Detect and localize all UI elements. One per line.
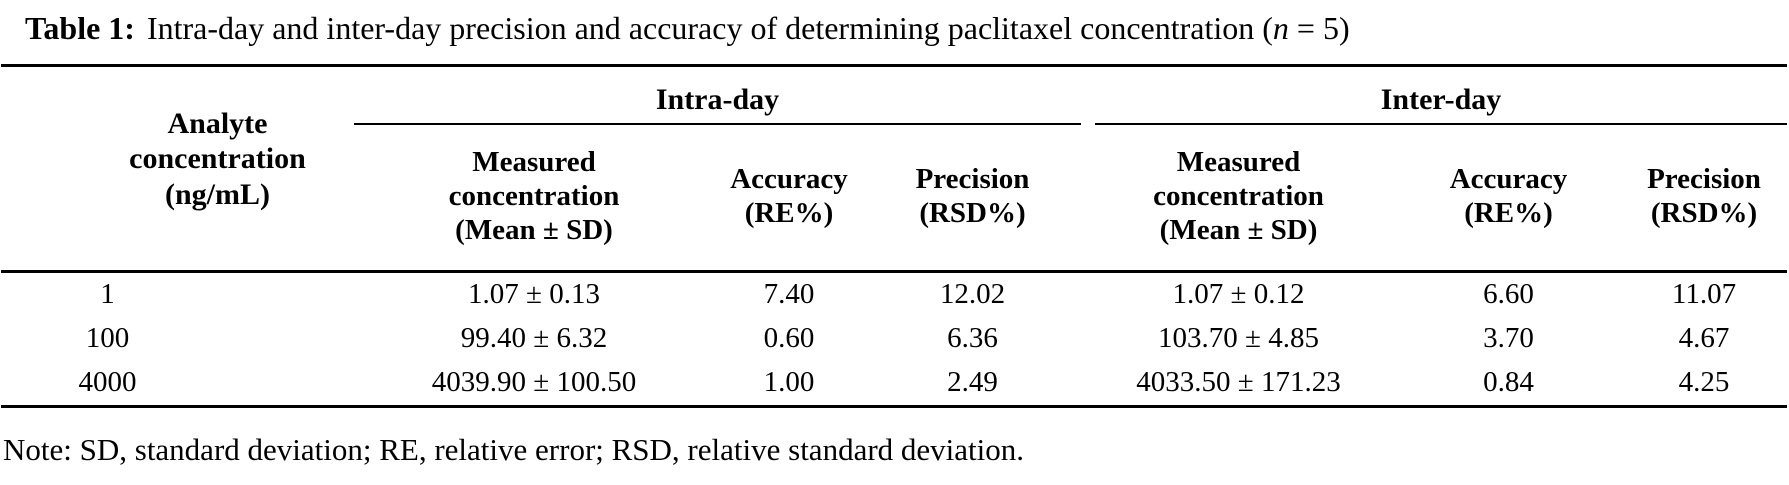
column-header-inter-measured: Measured concentration (Mean ± SD)	[1081, 125, 1397, 273]
cell-inter-accuracy: 0.84	[1483, 366, 1534, 399]
cell-intra-measured: 99.40 ± 6.32	[460, 322, 608, 355]
table-caption-label: Table 1:	[25, 10, 135, 46]
intra-precision-line1: Precision	[915, 163, 1030, 196]
column-header-inter-precision: Precision (RSD%)	[1621, 125, 1788, 273]
column-header-intra-accuracy: Accuracy (RE%)	[714, 125, 864, 273]
inter-measured-line2: concentration	[1153, 180, 1324, 213]
inter-measured-line1: Measured	[1176, 146, 1301, 179]
intra-accuracy-line2: (RE%)	[744, 197, 834, 230]
cell-intra-precision: 2.49	[947, 366, 998, 399]
intra-precision-line2: (RSD%)	[919, 197, 1026, 230]
intra-measured-line2: concentration	[448, 180, 620, 213]
column-header-intra-measured: Measured concentration (Mean ± SD)	[354, 125, 714, 273]
inter-measured-line3: (Mean ± SD)	[1159, 214, 1318, 247]
cell-intra-accuracy: 7.40	[763, 277, 815, 310]
group-header-intra-day: Intra-day	[354, 65, 1082, 126]
group-header-inter-day-label: Inter-day	[1095, 82, 1788, 126]
cell-analyte: 4000	[78, 366, 137, 399]
cell-inter-measured: 103.70 ± 4.85	[1158, 322, 1319, 355]
cell-intra-precision: 12.02	[939, 277, 1006, 310]
cell-inter-precision: 4.67	[1678, 322, 1730, 355]
intra-measured-line3: (Mean ± SD)	[455, 214, 613, 247]
cell-inter-accuracy: 3.70	[1483, 322, 1534, 355]
cell-intra-accuracy: 1.00	[763, 366, 815, 399]
table-row: 1 1.07 ± 0.13 7.40 12.02 1.07 ± 0.12 6.6…	[1, 271, 1787, 316]
intra-measured-line1: Measured	[472, 146, 596, 179]
cell-inter-measured: 1.07 ± 0.12	[1172, 277, 1305, 310]
cell-inter-accuracy: 6.60	[1483, 277, 1534, 310]
column-header-analyte: Analyte concentration (ng/mL)	[1, 65, 354, 273]
column-header-intra-precision: Precision (RSD%)	[864, 125, 1082, 273]
table-caption-suffix: = 5)	[1288, 10, 1350, 46]
cell-inter-precision: 4.25	[1678, 366, 1730, 399]
column-header-inter-accuracy: Accuracy (RE%)	[1396, 125, 1622, 273]
cell-intra-accuracy: 0.60	[763, 322, 815, 355]
cell-intra-measured: 1.07 ± 0.13	[468, 277, 600, 310]
intra-accuracy-line1: Accuracy	[730, 163, 848, 196]
cell-inter-precision: 11.07	[1671, 277, 1737, 310]
table-row: 4000 4039.90 ± 100.50 1.00 2.49 4033.50 …	[1, 361, 1787, 406]
table-footnote: Note: SD, standard deviation; RE, relati…	[3, 431, 1025, 467]
inter-precision-line2: (RSD%)	[1650, 197, 1758, 230]
inter-accuracy-line2: (RE%)	[1464, 197, 1553, 230]
group-header-inter-day: Inter-day	[1081, 65, 1788, 126]
inter-accuracy-line1: Accuracy	[1449, 163, 1568, 196]
results-table: Analyte concentration (ng/mL) Intra-day …	[1, 63, 1788, 408]
sub-header-row: Measured concentration (Mean ± SD) Accur…	[1, 125, 1788, 273]
cell-intra-measured: 4039.90 ± 100.50	[431, 366, 637, 399]
table-caption: Table 1: Intra-day and inter-day precisio…	[0, 0, 1789, 50]
table-row: 100 99.40 ± 6.32 0.60 6.36 103.70 ± 4.85…	[1, 316, 1787, 361]
column-header-analyte-line2: (ng/mL)	[165, 177, 270, 211]
table-caption-text: Intra-day and inter-day precision and ac…	[146, 10, 1273, 46]
cell-inter-measured: 4033.50 ± 171.23	[1136, 366, 1341, 399]
cell-analyte: 100	[85, 322, 130, 355]
inter-precision-line1: Precision	[1647, 163, 1761, 196]
table-caption-n: n	[1272, 10, 1289, 46]
cell-analyte: 1	[100, 277, 115, 310]
group-header-row: Analyte concentration (ng/mL) Intra-day …	[1, 65, 1788, 273]
cell-intra-precision: 6.36	[947, 322, 998, 355]
group-header-intra-day-label: Intra-day	[354, 82, 1082, 126]
column-header-analyte-line1: Analyte concentration	[129, 107, 306, 176]
